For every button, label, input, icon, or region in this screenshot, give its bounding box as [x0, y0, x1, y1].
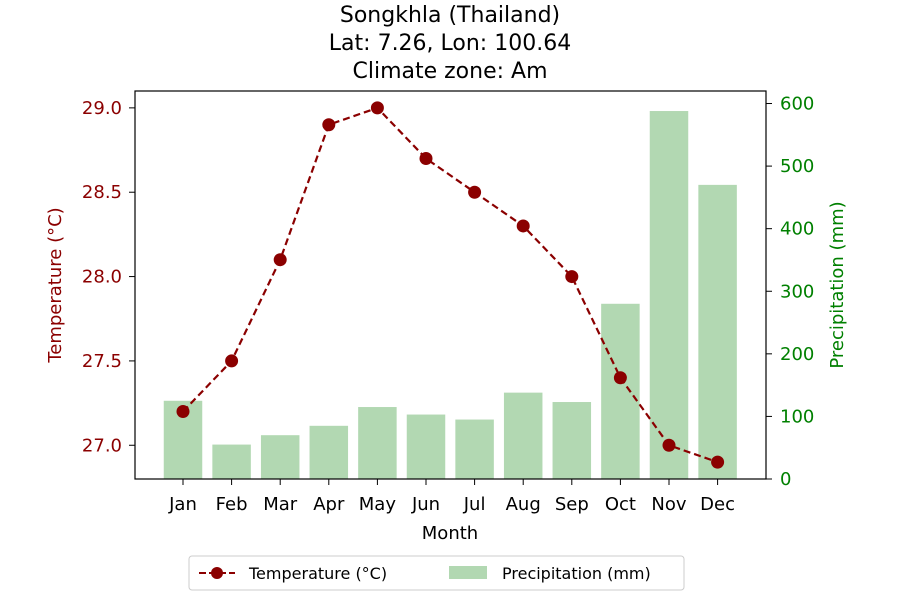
month-tick-label: Feb	[216, 494, 248, 515]
title-line-3: Climate zone: Am	[352, 59, 547, 84]
precipitation-axis: 0 100 200 300 400 500 600	[766, 94, 814, 490]
precipitation-bar-may	[358, 407, 397, 479]
legend-temperature-marker-icon	[211, 567, 223, 579]
temperature-point-may	[371, 101, 384, 114]
temperature-axis: 27.0 27.5 28.0 28.5 29.0	[82, 98, 135, 456]
temperature-axis-title: Temperature (°C)	[45, 207, 66, 363]
precipitation-axis-title: Precipitation (mm)	[827, 201, 848, 368]
temperature-point-mar	[274, 253, 287, 266]
month-tick-label: Oct	[605, 494, 636, 515]
month-tick-label: Nov	[651, 494, 686, 515]
precipitation-bar-feb	[212, 445, 251, 479]
temperature-point-jul	[468, 186, 481, 199]
temperature-point-dec	[711, 456, 724, 469]
temperature-tick-label: 27.0	[82, 435, 122, 456]
temperature-point-aug	[517, 219, 530, 232]
temperature-line	[177, 101, 725, 468]
legend: Temperature (°C) Precipitation (mm)	[189, 556, 684, 590]
precipitation-bar-dec	[698, 185, 737, 479]
temperature-point-oct	[614, 371, 627, 384]
month-tick-label: Dec	[700, 494, 735, 515]
x-axis-title: Month	[422, 523, 478, 544]
temperature-tick-label: 28.0	[82, 267, 122, 288]
month-tick-label: Sep	[555, 494, 589, 515]
precipitation-bar-apr	[310, 426, 349, 479]
temperature-point-jun	[420, 152, 433, 165]
precipitation-tick-label: 500	[780, 156, 814, 177]
precipitation-tick-label: 200	[780, 344, 814, 365]
title-line-2: Lat: 7.26, Lon: 100.64	[329, 31, 571, 56]
month-axis: Jan Feb Mar Apr May Jun Jul Aug Sep Oct Nov Dec	[168, 479, 735, 515]
precipitation-bar-nov	[650, 111, 689, 479]
legend-precipitation-label: Precipitation (mm)	[502, 564, 651, 583]
precipitation-tick-label: 400	[780, 219, 814, 240]
month-tick-label: Mar	[263, 494, 298, 515]
temperature-point-apr	[322, 118, 335, 131]
month-tick-label: May	[359, 494, 397, 515]
month-tick-label: Jul	[463, 494, 486, 515]
legend-temperature-label: Temperature (°C)	[248, 564, 387, 583]
chart-title: Songkhla (Thailand) Lat: 7.26, Lon: 100.…	[329, 3, 571, 84]
precipitation-tick-label: 600	[780, 94, 814, 115]
month-tick-label: Jan	[168, 494, 197, 515]
precipitation-bar-jul	[455, 420, 494, 479]
precipitation-bar-oct	[601, 304, 640, 479]
title-line-1: Songkhla (Thailand)	[340, 3, 560, 28]
temperature-tick-label: 29.0	[82, 98, 122, 119]
temperature-tick-label: 27.5	[82, 351, 122, 372]
precipitation-bar-jun	[407, 415, 446, 479]
precipitation-tick-label: 300	[780, 281, 814, 302]
temperature-point-nov	[663, 439, 676, 452]
temperature-tick-label: 28.5	[82, 182, 122, 203]
legend-precipitation-swatch-icon	[449, 566, 487, 579]
precipitation-bar-sep	[553, 402, 592, 479]
precipitation-bar-aug	[504, 393, 543, 479]
month-tick-label: Apr	[313, 494, 345, 515]
month-tick-label: Aug	[506, 494, 541, 515]
temperature-point-jan	[177, 405, 190, 418]
precipitation-bar-mar	[261, 435, 300, 479]
precipitation-tick-label: 100	[780, 406, 814, 427]
precipitation-tick-label: 0	[780, 469, 791, 490]
precipitation-bars	[164, 111, 737, 479]
month-tick-label: Jun	[411, 494, 440, 515]
temperature-point-feb	[225, 354, 238, 367]
temperature-point-sep	[565, 270, 578, 283]
